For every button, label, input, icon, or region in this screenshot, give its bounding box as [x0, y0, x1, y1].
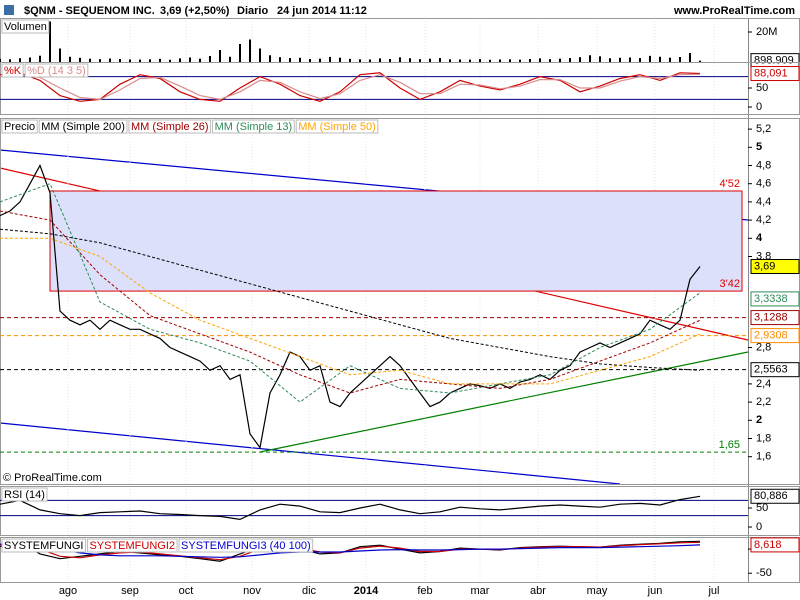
- series-line: [0, 543, 701, 558]
- value-box-label: 8,618: [754, 539, 782, 551]
- y-tick-label: 2: [756, 414, 762, 426]
- y-tick-label: 4,4: [756, 196, 771, 208]
- series-line: [0, 541, 701, 561]
- series-line: [0, 72, 701, 102]
- y-tick-label: 2,2: [756, 396, 771, 408]
- value-box-label: 898.909: [754, 55, 794, 67]
- logo-icon: [4, 5, 14, 15]
- legend-entry: %D (14 3 5): [27, 65, 86, 77]
- legend-entry: SYSTEMFUNGI3 (40 100): [181, 540, 311, 552]
- y-tick-label: 20M: [756, 26, 777, 38]
- legend-entry: MM (Simple 50): [298, 121, 376, 133]
- value-box-label: 3,3338: [754, 293, 788, 305]
- series-line: [0, 73, 701, 101]
- value-box: [750, 291, 800, 307]
- y-tick-label: 5: [756, 141, 762, 153]
- x-tick-label: sep: [121, 585, 139, 597]
- copyright: © ProRealTime.com: [3, 472, 102, 484]
- x-tick-label: abr: [530, 585, 546, 597]
- y-tick-label: 2,8: [756, 341, 771, 353]
- legend-entry: MM (Simple 13): [215, 121, 293, 133]
- x-tick-label: nov: [243, 585, 261, 597]
- legend-box: [1, 119, 38, 134]
- level-label: 3'42: [720, 278, 740, 290]
- x-tick-label: may: [587, 585, 608, 597]
- y-tick-label: 0: [756, 521, 762, 533]
- y-tick-label: -50: [756, 567, 772, 579]
- value-box: [750, 328, 800, 344]
- quote: 3,69 (+2,50%): [160, 5, 230, 17]
- value-box: [750, 362, 800, 378]
- legend-box: [1, 63, 24, 78]
- x-tick-label: feb: [417, 585, 432, 597]
- series-line: [0, 164, 701, 450]
- series-line: [0, 228, 701, 371]
- x-tick-label: 2014: [354, 585, 379, 597]
- level-label: 4'52: [720, 178, 740, 190]
- period: Diario: [237, 5, 268, 17]
- y-tick-label: 0: [756, 101, 762, 113]
- series-line: [0, 183, 701, 403]
- y-tick-label: 4,6: [756, 178, 771, 190]
- x-tick-label: oct: [179, 585, 194, 597]
- value-box: [750, 537, 800, 553]
- y-tick-label: 4,8: [756, 159, 771, 171]
- y-tick-label: 1,6: [756, 451, 771, 463]
- y-tick-label: 50: [756, 502, 768, 514]
- legend-entry: SYSTEMFUNGI: [4, 540, 83, 552]
- legend-entry: Volumen: [4, 21, 47, 33]
- y-tick-label: 4,2: [756, 214, 771, 226]
- series-line: [0, 210, 701, 394]
- value-box-label: 2,9308: [754, 330, 788, 342]
- legend-entry: RSI (14): [4, 489, 45, 501]
- value-box-label: 3,69: [754, 260, 775, 272]
- trend-line: [0, 422, 621, 485]
- value-box-label: 88,091: [754, 67, 788, 79]
- x-tick-label: dic: [302, 585, 317, 597]
- legend-box: [38, 119, 128, 134]
- value-box: [750, 259, 800, 275]
- y-tick-label: 4: [756, 232, 763, 244]
- legend-entry: MM (Simple 26): [131, 121, 209, 133]
- value-box-label: 80,886: [754, 490, 788, 502]
- value-box-label: 2,5563: [754, 364, 788, 376]
- level-label: 1,65: [719, 439, 740, 451]
- y-tick-label: 5,2: [756, 123, 771, 135]
- legend-entry: MM (Simple 200): [41, 121, 125, 133]
- legend-entry: Precio: [4, 121, 35, 133]
- site: www.ProRealTime.com: [673, 5, 795, 17]
- legend-box: [1, 19, 50, 34]
- value-box: [750, 488, 800, 504]
- symbol-title: $QNM - SEQUENOM INC.: [24, 5, 155, 17]
- y-tick-label: 1,8: [756, 432, 771, 444]
- value-box: [750, 66, 800, 82]
- legend-box: [212, 119, 295, 134]
- legend-box: [1, 487, 48, 502]
- series-line: [0, 495, 701, 521]
- legend-box: [178, 538, 314, 553]
- legend-box: [295, 119, 379, 134]
- legend-box: [24, 63, 89, 78]
- value-box-label: 3,1288: [754, 311, 788, 323]
- y-tick-label: 2,4: [756, 378, 771, 390]
- legend-entry: %K: [4, 65, 22, 77]
- x-tick-label: mar: [471, 585, 490, 597]
- datetime: 24 jun 2014 11:12: [277, 5, 367, 17]
- x-tick-label: jul: [707, 585, 719, 597]
- zone: [49, 190, 743, 292]
- value-box: [750, 310, 800, 326]
- y-tick-label: 50: [756, 82, 768, 94]
- legend-box: [86, 538, 178, 553]
- x-tick-label: ago: [59, 585, 77, 597]
- x-tick-label: jun: [647, 585, 663, 597]
- series-line: [0, 237, 701, 385]
- legend-box: [128, 119, 212, 134]
- legend-entry: SYSTEMFUNGI2: [89, 540, 175, 552]
- legend-box: [1, 538, 86, 553]
